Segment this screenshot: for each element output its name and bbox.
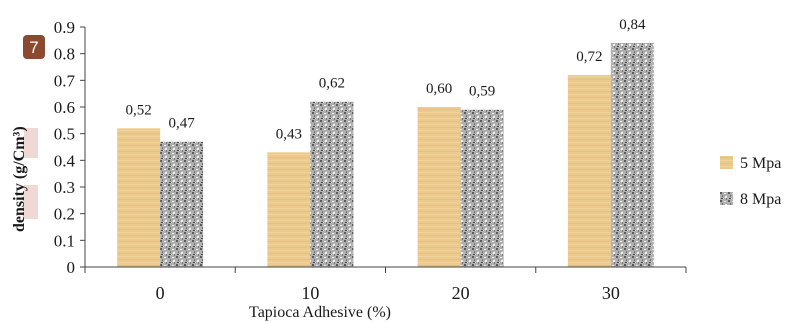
legend-swatch-5mpa <box>720 156 733 169</box>
bar-8mpa <box>460 109 504 268</box>
page-badge: 7 <box>23 35 45 59</box>
x-category-label: 20 <box>452 283 470 303</box>
data-label: 0,52 <box>126 102 152 118</box>
data-labels: 0,52 0,47 0,43 0,62 0,60 0,59 0,72 0,84 <box>126 17 647 142</box>
y-tick-label: 0.4 <box>54 151 76 170</box>
legend-label-5mpa: 5 Mpa <box>740 155 781 172</box>
y-tick-label: 0.1 <box>54 231 75 250</box>
y-tick-label: 0.5 <box>54 125 75 144</box>
data-label: 0,60 <box>426 81 452 97</box>
data-label: 0,84 <box>619 17 646 33</box>
data-label: 0,47 <box>169 116 196 132</box>
y-tick-label: 0.2 <box>54 205 75 224</box>
x-axis-categories: 0 10 20 30 <box>84 267 687 303</box>
y-tick-label: 0.7 <box>54 71 76 90</box>
bar-5mpa <box>417 107 461 267</box>
x-axis-title: Tapioca Adhesive (%) <box>249 304 391 321</box>
y-tick-label: 0.3 <box>54 178 75 197</box>
x-category-label: 10 <box>301 283 319 303</box>
y-axis-title: density (g/Cm³) <box>11 126 28 232</box>
bar-8mpa <box>310 101 354 268</box>
bar-5mpa <box>267 152 311 267</box>
y-axis: 0 0.1 0.2 0.3 0.4 0.5 0.6 0.7 0.8 0.9 <box>54 18 85 277</box>
page-badge-bg <box>23 35 45 59</box>
data-label: 0,72 <box>576 49 602 65</box>
x-category-label: 0 <box>156 283 165 303</box>
y-tick-label: 0.9 <box>54 18 75 37</box>
ylabel-highlight <box>24 128 38 158</box>
bar-5mpa <box>117 128 161 267</box>
y-tick-label: 0.6 <box>54 98 75 117</box>
bar-8mpa <box>160 141 204 267</box>
bar-5mpa <box>567 75 611 267</box>
bars <box>117 43 654 268</box>
y-tick-label: 0.8 <box>54 45 75 64</box>
data-label: 0,59 <box>469 84 495 100</box>
page-badge-number: 7 <box>29 38 38 57</box>
data-label: 0,43 <box>276 126 302 142</box>
bar-8mpa <box>610 43 654 267</box>
ylabel-highlight <box>24 185 38 219</box>
y-tick-label: 0 <box>67 258 76 277</box>
legend-label-8mpa: 8 Mpa <box>740 191 781 208</box>
legend-swatch-8mpa <box>720 192 733 205</box>
data-label: 0,62 <box>319 76 345 92</box>
x-category-label: 30 <box>602 283 620 303</box>
legend: 5 Mpa 8 Mpa <box>720 155 781 208</box>
